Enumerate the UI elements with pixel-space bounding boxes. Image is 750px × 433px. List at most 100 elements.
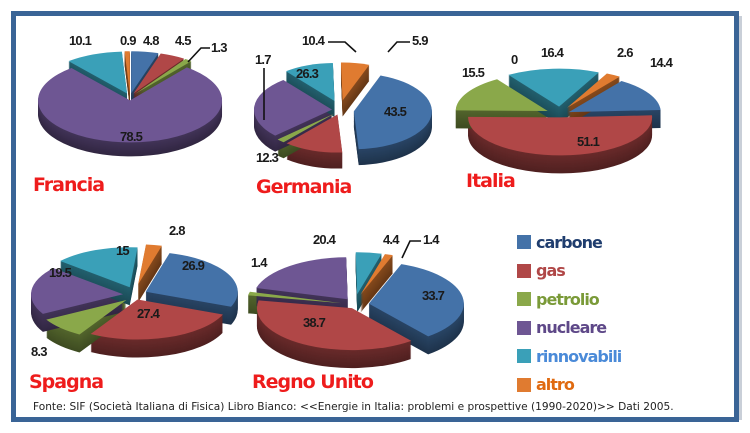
country-title-spagna: Spagna: [29, 371, 104, 393]
label-italia-altro: 2.6: [617, 45, 633, 60]
label-regno-unito-rinnovabili: 4.4: [383, 232, 400, 247]
country-title-germania: Germania: [256, 176, 352, 198]
slice-side: [360, 268, 393, 309]
label-francia-petrolio: 1.3: [211, 40, 227, 55]
label-germania-rinnovabili: 10.4: [302, 33, 326, 48]
slice-rinnovabili: [285, 62, 335, 101]
legend-item-altro: altro: [517, 371, 621, 400]
label-spagna-rinnovabili: 15: [116, 243, 129, 258]
slice-nucleare: [31, 268, 124, 314]
label-francia-gas: 4.5: [175, 33, 191, 48]
slice-side: [360, 257, 393, 298]
legend-label-nucleare: nucleare: [536, 318, 607, 338]
label-spagna-carbone: 26.9: [182, 258, 205, 273]
slice-rinnovabili: [355, 252, 382, 295]
slice-carbone: [353, 75, 432, 150]
slice-nucleare: [254, 79, 333, 136]
label-italia-carbone: 14.4: [650, 55, 674, 70]
slice-gas: [133, 53, 185, 94]
swatch-petrolio: [517, 292, 531, 307]
slice-nucleare: [256, 257, 348, 300]
slice-altro: [567, 73, 620, 108]
label-italia-petrolio: 15.5: [462, 65, 485, 80]
legend-label-carbone: carbone: [536, 232, 603, 252]
legend-label-rinnovabili: rinnovabili: [536, 346, 622, 366]
leader-line-germania-rinnovabili: [328, 41, 357, 53]
slice-altro: [138, 244, 162, 285]
label-italia-rinnovabili: 16.4: [541, 45, 565, 60]
slice-side: [360, 264, 393, 305]
pie-germania: [254, 62, 432, 169]
label-francia-altro: 0.9: [120, 33, 136, 48]
slice-altro: [124, 51, 130, 94]
slice-side: [360, 267, 393, 308]
slice-side: [360, 270, 393, 311]
country-title-regno-unito: Regno Unito: [252, 371, 374, 393]
slice-carbone: [145, 253, 238, 307]
label-regno-unito-gas: 38.7: [303, 315, 326, 330]
label-spagna-gas: 27.4: [137, 306, 161, 321]
slice-altro: [360, 254, 393, 295]
label-italia-nucleare: 0: [511, 52, 518, 67]
country-title-francia: Francia: [33, 174, 105, 196]
slice-side: [360, 256, 393, 297]
slice-gas: [468, 115, 653, 156]
slice-side: [360, 261, 393, 302]
slice-carbone: [568, 80, 661, 113]
label-regno-unito-altro: 1.4: [423, 232, 440, 247]
slice-petrolio: [248, 291, 342, 304]
slice-nucleare: [38, 67, 223, 143]
slice-side: [360, 260, 393, 301]
slice-rinnovabili: [60, 247, 138, 288]
label-germania-nucleare: 26.3: [296, 66, 319, 81]
swatch-altro: [517, 377, 531, 392]
label-regno-unito-petrolio: 1.4: [251, 255, 268, 270]
leader-line-francia-petrolio: [187, 47, 210, 63]
slice-side: [360, 266, 393, 307]
slice-side: [360, 263, 393, 304]
label-spagna-nucleare: 19.5: [49, 265, 72, 280]
slice-side: [360, 258, 393, 299]
swatch-gas: [517, 263, 531, 278]
legend-label-altro: altro: [536, 375, 575, 395]
slice-carbone: [131, 51, 159, 94]
slice-petrolio: [455, 79, 548, 111]
slice-gas: [256, 300, 412, 351]
slice-altro: [340, 62, 370, 101]
label-francia-carbone: 4.8: [143, 33, 159, 48]
slice-gas: [90, 299, 223, 340]
legend-item-carbone: carbone: [517, 228, 621, 257]
slice-petrolio: [46, 300, 127, 335]
slice-side: [360, 265, 393, 306]
slice-side: [360, 262, 393, 303]
legend-item-nucleare: nucleare: [517, 314, 621, 343]
pie-italia: [455, 68, 661, 174]
label-germania-gas: 12.3: [256, 150, 279, 165]
country-title-italia: Italia: [466, 170, 516, 192]
slice-petrolio: [134, 59, 192, 95]
label-spagna-altro: 2.8: [169, 223, 185, 238]
legend-item-petrolio: petrolio: [517, 285, 621, 314]
label-germania-carbone: 43.5: [384, 104, 407, 119]
legend: carbone gas petrolio nucleare rinnovabil…: [517, 228, 622, 400]
slice-side: [360, 271, 393, 312]
label-spagna-petrolio: 8.3: [31, 344, 47, 359]
label-francia-rinnovabili: 10.1: [69, 33, 92, 48]
swatch-carbone: [517, 235, 531, 250]
legend-label-petrolio: petrolio: [536, 289, 600, 309]
slice-rinnovabili: [508, 68, 599, 107]
source-note: Fonte: SIF (Società Italiana di Fisica) …: [33, 401, 674, 413]
slice-side: [360, 269, 393, 310]
swatch-nucleare: [517, 320, 531, 335]
label-regno-unito-nucleare: 20.4: [313, 232, 337, 247]
leader-line-germania-altro: [387, 41, 410, 53]
legend-item-rinnovabili: rinnovabili: [517, 342, 622, 371]
label-regno-unito-carbone: 33.7: [422, 288, 445, 303]
pie-regno-unito: [248, 252, 464, 369]
label-francia-nucleare: 78.5: [120, 129, 143, 144]
legend-label-gas: gas: [536, 261, 566, 281]
slice-petrolio: [277, 113, 335, 143]
label-italia-gas: 51.1: [577, 134, 600, 149]
slice-side: [360, 259, 393, 300]
